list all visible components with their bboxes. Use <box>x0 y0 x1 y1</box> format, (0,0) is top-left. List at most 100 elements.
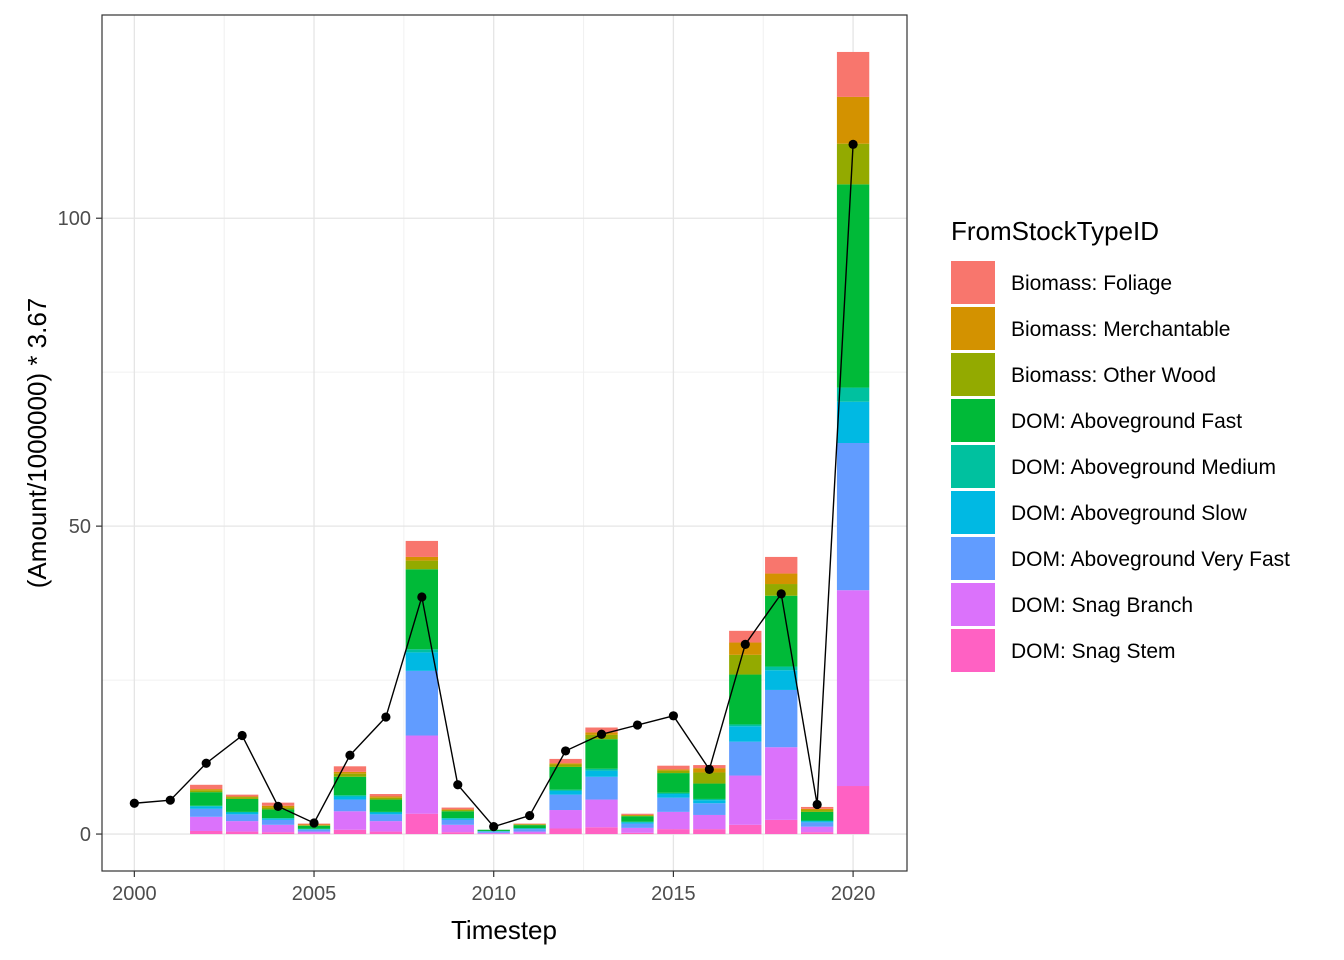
legend-swatch <box>951 353 995 396</box>
bar-segment <box>190 808 223 817</box>
bar-segment <box>765 689 798 748</box>
legend-label: DOM: Aboveground Slow <box>1011 502 1248 525</box>
bar-segment <box>836 401 870 443</box>
bar-segment <box>621 823 654 828</box>
bar-segment <box>585 739 618 769</box>
bar-segment <box>405 670 439 736</box>
line-point <box>525 810 535 821</box>
legend: FromStockTypeID Biomass: Foliage Biomass:… <box>951 216 1290 672</box>
bar-segment <box>441 824 474 833</box>
legend-label: Biomass: Foliage <box>1011 272 1172 295</box>
bar-segment <box>729 741 762 776</box>
line-point <box>129 798 139 808</box>
bar-segment <box>800 821 834 823</box>
line-point <box>596 729 607 739</box>
bar-segment <box>621 815 654 817</box>
line-point <box>848 139 858 149</box>
line-point <box>273 801 283 811</box>
line-point <box>812 799 822 810</box>
legend-label: Biomass: Merchantable <box>1011 318 1230 341</box>
bar-segment <box>405 649 439 653</box>
total-line <box>129 139 858 832</box>
legend-label: DOM: Aboveground Fast <box>1011 410 1242 433</box>
bar-segment <box>693 814 726 830</box>
bar-segment <box>549 763 582 765</box>
bar-segment <box>190 816 223 831</box>
bar-segment <box>765 573 798 585</box>
x-tick-label: 2020 <box>831 883 876 905</box>
bar-segment <box>836 590 870 787</box>
bar-segment <box>549 789 582 791</box>
bar-segment <box>549 766 582 790</box>
bar-segment <box>765 670 798 690</box>
bar-segment <box>405 735 439 814</box>
line-point <box>740 639 750 649</box>
bar-segment <box>369 796 403 798</box>
bar-segment <box>657 770 690 774</box>
line-point <box>201 758 211 768</box>
bar-segment <box>657 792 690 795</box>
line-point <box>237 730 247 741</box>
bar-segment <box>549 810 582 829</box>
bar-segment <box>729 726 762 742</box>
line-point <box>381 712 391 722</box>
bar-segment <box>441 811 474 819</box>
bars <box>190 51 870 835</box>
bar-segment <box>836 443 870 591</box>
y-tick-label: 50 <box>69 516 91 538</box>
bar-segment <box>621 814 654 816</box>
bar-segment <box>585 776 618 800</box>
bar-segment <box>765 747 798 820</box>
line-point <box>165 795 175 805</box>
bar-segment <box>297 829 331 830</box>
x-tick-label: 2015 <box>651 883 696 905</box>
minor-grid <box>102 15 907 871</box>
bar-segment <box>729 630 762 643</box>
bar-segment <box>513 823 546 825</box>
bar-segment <box>765 666 798 671</box>
x-axis-title: Timestep <box>451 915 557 945</box>
bar-segment <box>297 831 331 834</box>
line-point <box>704 764 714 774</box>
legend-swatch <box>951 583 995 626</box>
bar-segment <box>765 819 798 835</box>
bar-segment <box>405 569 439 650</box>
bar-segment <box>513 831 546 834</box>
bar-segment <box>549 794 582 811</box>
bar-segment <box>225 797 259 799</box>
bar-segment <box>513 829 546 832</box>
bar-segment <box>261 809 295 819</box>
bar-segment <box>333 773 367 777</box>
bar-segment <box>585 768 618 771</box>
bar-segment <box>190 789 223 791</box>
bar-segment <box>657 829 690 835</box>
legend-swatch <box>951 261 995 304</box>
line-point <box>417 592 427 602</box>
bar-segment <box>693 829 726 835</box>
bar-segment <box>261 818 295 820</box>
bar-segment <box>729 724 762 727</box>
bar-segment <box>405 652 439 671</box>
x-tick-label: 2000 <box>112 883 157 905</box>
x-tick-label: 2005 <box>292 883 337 905</box>
bar-segment <box>800 826 834 833</box>
bar-segment <box>657 769 690 771</box>
bar-segment <box>225 794 259 797</box>
bar-segment <box>693 798 726 801</box>
bar-segment <box>441 818 474 819</box>
legend-label: DOM: Snag Stem <box>1011 640 1176 663</box>
bar-segment <box>190 792 223 806</box>
bar-segment <box>657 765 690 770</box>
bar-segment <box>621 816 654 822</box>
bar-segment <box>477 831 510 833</box>
bar-segment <box>585 827 618 835</box>
bar-segment <box>261 819 295 825</box>
bar-segment <box>836 96 870 144</box>
legend-swatch <box>951 491 995 534</box>
bar-segment <box>297 829 331 832</box>
legend-label: DOM: Aboveground Very Fast <box>1011 548 1290 571</box>
bar-segment <box>225 821 259 832</box>
bar-segment <box>333 795 367 797</box>
bar-segment <box>333 776 367 796</box>
bar-segment <box>657 794 690 798</box>
